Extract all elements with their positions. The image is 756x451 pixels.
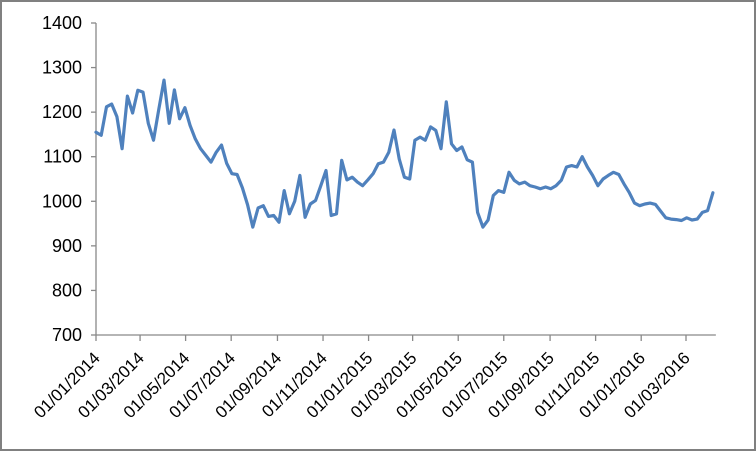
y-tick-label: 900 (52, 236, 82, 256)
series-line (94, 78, 715, 229)
y-tick-label: 700 (52, 325, 82, 345)
y-tick-label: 1100 (43, 147, 82, 167)
y-tick-label: 1000 (42, 191, 82, 211)
y-tick-label: 1300 (42, 58, 82, 78)
y-tick-label: 800 (52, 280, 82, 300)
y-tick-label: 1200 (42, 102, 82, 122)
y-tick-label: 1400 (42, 13, 82, 33)
